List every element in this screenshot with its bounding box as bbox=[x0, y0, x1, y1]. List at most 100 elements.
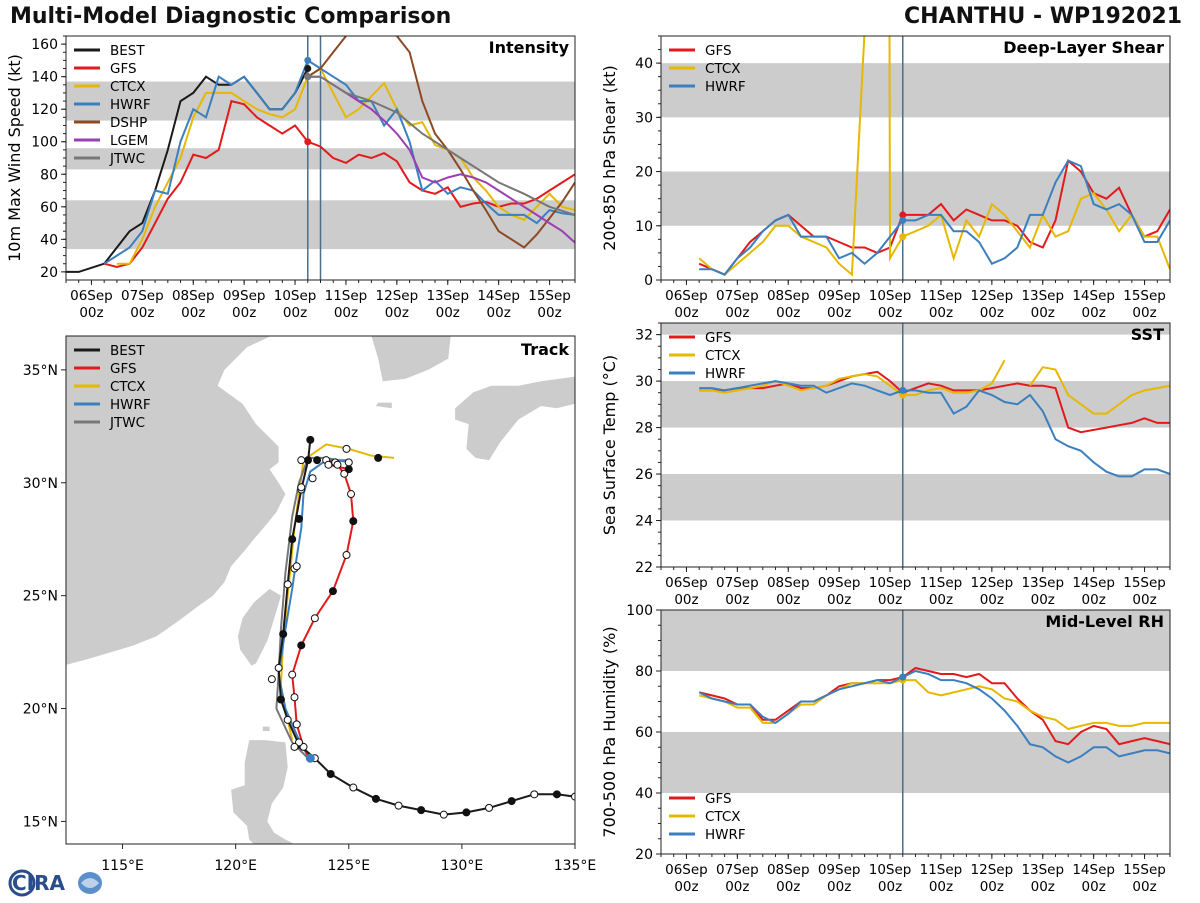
x-tick-label: 00z bbox=[827, 879, 851, 895]
x-tick-label: 00z bbox=[1132, 592, 1156, 608]
series-gfs-line bbox=[698, 666, 1170, 746]
y-tick-label: 160 bbox=[31, 37, 58, 53]
series-hwrf-line bbox=[699, 159, 1170, 276]
land-masses bbox=[66, 336, 575, 844]
gfs-track-marker bbox=[349, 517, 358, 526]
track-position-marker bbox=[290, 742, 299, 751]
x-tick-label: 11Sep bbox=[920, 288, 963, 304]
plot-frame bbox=[65, 335, 576, 845]
series-hwrf-line bbox=[699, 380, 1170, 478]
y-tick-label: 60 bbox=[635, 725, 653, 741]
x-tick-label: 09Sep bbox=[223, 288, 266, 304]
x-tick-label: 00z bbox=[232, 305, 256, 321]
shaded-band bbox=[661, 171, 1170, 226]
best-track-marker bbox=[507, 797, 516, 806]
x-tick-label: 15Sep bbox=[1123, 862, 1166, 878]
shaded-band bbox=[661, 63, 1170, 118]
x-tick-label: 00z bbox=[674, 305, 698, 321]
best-track-marker bbox=[283, 580, 292, 589]
chart-title: Intensity bbox=[489, 38, 570, 57]
gfs-track-marker bbox=[328, 587, 337, 596]
x-tick-label: 06Sep bbox=[70, 288, 113, 304]
best-track-marker bbox=[274, 663, 283, 672]
x-tick-label: 11Sep bbox=[920, 575, 963, 591]
y-tick-label: 0 bbox=[644, 273, 653, 289]
best-track-marker bbox=[304, 456, 313, 465]
x-tick-label: 06Sep bbox=[665, 575, 708, 591]
y-tick-label: 20 bbox=[635, 165, 653, 181]
legend-label: HWRF bbox=[705, 79, 746, 95]
x-tick-label: 00z bbox=[1082, 879, 1106, 895]
legend-label: JTWC bbox=[109, 151, 145, 167]
legend-label: HWRF bbox=[110, 397, 151, 413]
cira-logo-graphic: CIRA bbox=[8, 869, 102, 897]
y-tick-label: 20 bbox=[635, 847, 653, 863]
best-track-marker bbox=[288, 535, 297, 544]
x-tick-label: 00z bbox=[725, 879, 749, 895]
y-tick-label: 30 bbox=[635, 110, 653, 126]
track-position-marker bbox=[295, 514, 304, 523]
x-tick-label: 14Sep bbox=[477, 288, 520, 304]
x-tick-label: 125°E bbox=[327, 858, 370, 874]
y-tick-label: 100 bbox=[626, 603, 653, 619]
series-ctcx-line bbox=[116, 67, 575, 265]
land-china bbox=[66, 336, 286, 665]
best-track-marker bbox=[371, 794, 380, 803]
y-axis-label: Sea Surface Temp (°C) bbox=[600, 355, 619, 535]
legend-label: HWRF bbox=[110, 97, 151, 113]
track-position-marker bbox=[308, 474, 317, 483]
x-tick-label: 14Sep bbox=[1072, 575, 1115, 591]
land-babuyan bbox=[262, 726, 270, 732]
x-tick-label: 13Sep bbox=[1021, 288, 1064, 304]
shaded-band bbox=[661, 323, 1170, 335]
x-tick-label: 09Sep bbox=[818, 862, 861, 878]
y-tick-label: 100 bbox=[31, 135, 58, 151]
land-korea bbox=[371, 336, 451, 382]
chart-rh: 2040608010006Sep00z07Sep00z08Sep00z09Sep… bbox=[600, 603, 1171, 895]
shaded-band bbox=[661, 732, 1170, 793]
best-track-marker bbox=[485, 803, 494, 812]
x-tick-label: 09Sep bbox=[818, 575, 861, 591]
legend-label: GFS bbox=[705, 791, 732, 807]
series-jtwc-marker bbox=[304, 73, 312, 81]
y-tick-label: 40 bbox=[40, 232, 58, 248]
best-track-marker bbox=[439, 810, 448, 819]
x-tick-label: 10Sep bbox=[869, 288, 912, 304]
gfs-track-marker bbox=[324, 460, 333, 469]
x-tick-label: 09Sep bbox=[818, 288, 861, 304]
x-tick-label: 12Sep bbox=[376, 288, 419, 304]
best-track-marker bbox=[349, 783, 358, 792]
series-ctcx-line bbox=[698, 679, 1170, 731]
series-hwrf-line bbox=[698, 669, 1170, 764]
x-tick-label: 00z bbox=[181, 305, 205, 321]
legend-label: CTCX bbox=[110, 379, 146, 395]
y-tick-label: 140 bbox=[31, 70, 58, 86]
x-tick-label: 00z bbox=[487, 305, 511, 321]
track-position-marker bbox=[297, 456, 306, 465]
cira-logo: CIRA bbox=[4, 865, 104, 899]
y-tick-label: 35°N bbox=[23, 363, 58, 379]
y-axis-label: 200-850 hPa Shear (kt) bbox=[600, 65, 619, 251]
series-best-marker bbox=[304, 65, 312, 73]
y-tick-label: 28 bbox=[635, 421, 653, 437]
x-tick-label: 06Sep bbox=[665, 288, 708, 304]
series-gfs-marker bbox=[304, 138, 312, 146]
x-tick-label: 00z bbox=[776, 305, 800, 321]
page-title: Multi-Model Diagnostic Comparison bbox=[10, 4, 452, 29]
legend-label: JTWC bbox=[109, 415, 145, 431]
series-hwrf-marker bbox=[899, 216, 907, 224]
y-tick-label: 10 bbox=[635, 219, 653, 235]
y-tick-label: 26 bbox=[635, 467, 653, 483]
y-axis-label: 10m Max Wind Speed (kt) bbox=[5, 54, 24, 262]
y-tick-label: 15°N bbox=[23, 814, 58, 830]
x-tick-label: 00z bbox=[1082, 305, 1106, 321]
x-tick-label: 00z bbox=[980, 305, 1004, 321]
y-tick-label: 24 bbox=[635, 514, 653, 530]
gfs-track-marker bbox=[288, 670, 297, 679]
x-tick-label: 00z bbox=[130, 305, 154, 321]
x-tick-label: 00z bbox=[878, 879, 902, 895]
x-tick-label: 00z bbox=[929, 305, 953, 321]
x-tick-label: 00z bbox=[674, 879, 698, 895]
x-tick-label: 07Sep bbox=[716, 575, 759, 591]
x-tick-label: 135°E bbox=[554, 858, 597, 874]
